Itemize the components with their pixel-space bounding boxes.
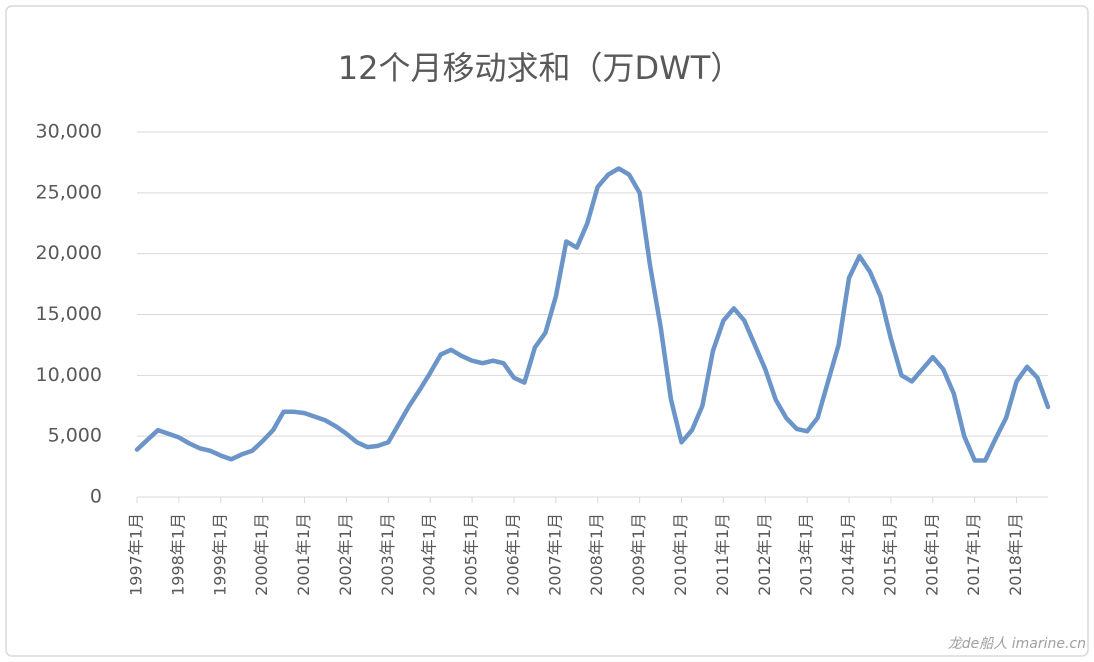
x-tick-label: 2015年1月 — [880, 513, 899, 596]
watermark: 龙de船人 imarine.cn — [948, 636, 1086, 652]
x-tick-label: 2006年1月 — [503, 513, 522, 596]
x-tick-label: 2002年1月 — [336, 513, 355, 596]
x-tick-label: 2008年1月 — [587, 513, 606, 596]
x-tick-label: 2003年1月 — [378, 513, 397, 596]
y-tick-label: 20,000 — [36, 242, 102, 264]
x-tick-label: 2013年1月 — [797, 513, 816, 596]
x-tick-label: 2017年1月 — [964, 513, 983, 596]
x-tick-label: 2018年1月 — [1006, 513, 1025, 596]
x-tick-label: 2001年1月 — [294, 513, 313, 596]
line-series — [134, 166, 1051, 463]
x-tick-label: 2000年1月 — [252, 513, 271, 596]
x-tick-label: 2011年1月 — [713, 513, 732, 596]
x-tick-label: 2005年1月 — [462, 513, 481, 596]
chart-title: 12个月移动求和（万DWT） — [338, 49, 743, 87]
x-tick-label: 2007年1月 — [545, 513, 564, 596]
x-tick-label: 2009年1月 — [629, 513, 648, 596]
x-tick-label: 2014年1月 — [839, 513, 858, 596]
y-tick-label: 0 — [90, 486, 102, 508]
y-tick-label: 15,000 — [36, 303, 102, 325]
y-tick-label: 30,000 — [36, 121, 102, 143]
x-tick-label: 1999年1月 — [210, 513, 229, 596]
y-tick-label: 5,000 — [48, 425, 102, 447]
x-tick-label: 2004年1月 — [420, 513, 439, 596]
x-tick-label: 1997年1月 — [127, 513, 146, 596]
y-tick-label: 10,000 — [36, 364, 102, 386]
y-tick-label: 25,000 — [36, 181, 102, 203]
x-tick-label: 1998年1月 — [168, 513, 187, 596]
x-tick-label: 2010年1月 — [671, 513, 690, 596]
x-tick-label: 2012年1月 — [755, 513, 774, 596]
x-tick-label: 2016年1月 — [922, 513, 941, 596]
